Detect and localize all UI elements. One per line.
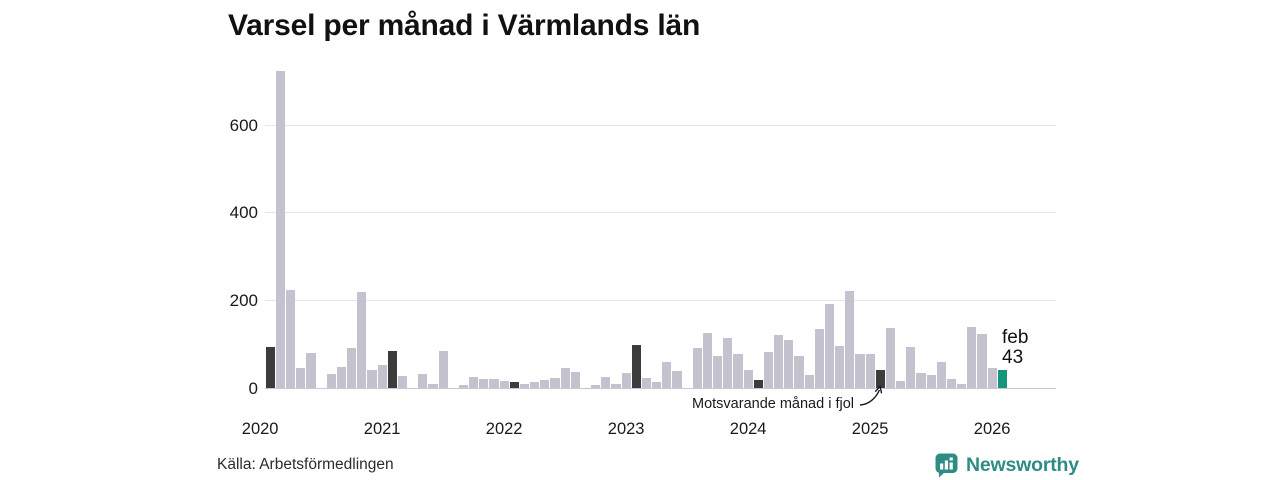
newsworthy-logo[interactable]: Newsworthy	[934, 452, 1079, 478]
bar-nov-2020	[357, 291, 367, 389]
bar-feb-2025	[875, 369, 885, 389]
y-axis-tick-0: 0	[248, 379, 258, 398]
bar-dec-2025	[977, 334, 987, 389]
bar-dec-2023	[733, 354, 743, 389]
newsworthy-logo-text: Newsworthy	[966, 453, 1079, 476]
bar-okt-2024	[835, 345, 845, 389]
bar-dec-2020	[367, 370, 377, 389]
bar-jul-2021	[438, 350, 448, 389]
bar-feb-2024	[753, 379, 763, 389]
bar-jun-2025	[916, 372, 926, 389]
bar-sep-2024	[824, 304, 835, 389]
bar-maj-2025	[906, 347, 916, 389]
bar-maj-2024	[784, 340, 794, 389]
bar-maj-2020	[296, 368, 306, 389]
bar-mar-2023	[641, 377, 652, 389]
bar-okt-2021	[469, 377, 479, 389]
y-axis-tick-600: 600	[229, 115, 258, 135]
y-axis-tick-200: 200	[229, 291, 258, 311]
bar-aug-2024	[814, 329, 824, 389]
bar-mar-2022	[519, 384, 530, 389]
bar-nov-2021	[479, 378, 489, 389]
gridline-400	[265, 212, 1056, 214]
bar-jan-2026	[987, 367, 997, 389]
bar-feb-2022	[509, 381, 519, 389]
x-axis-tick-2021: 2021	[363, 420, 401, 438]
bar-jun-2021	[428, 383, 438, 389]
bar-jul-2024	[804, 375, 814, 389]
current-month-label: feb 43	[1002, 328, 1028, 367]
bar-jun-2024	[794, 356, 804, 389]
bar-sep-2022	[580, 387, 591, 389]
bar-dec-2024	[855, 354, 865, 389]
x-axis-tick-2024: 2024	[729, 420, 767, 438]
bar-sep-2020	[336, 366, 347, 389]
x-axis-tick-2020: 2020	[241, 420, 279, 438]
annotation-arrow-icon	[859, 384, 883, 406]
bar-jan-2023	[621, 372, 631, 389]
gridline-0	[265, 388, 1056, 389]
bar-apr-2020	[286, 289, 296, 389]
bar-nov-2023	[723, 337, 733, 389]
bar-apr-2025	[896, 381, 906, 389]
bar-feb-2020	[265, 346, 275, 389]
bar-jun-2022	[550, 378, 560, 389]
gridline-600	[265, 124, 1056, 126]
x-axis-tick-2025: 2025	[851, 420, 889, 438]
newsworthy-logo-icon	[935, 453, 958, 478]
bar-jul-2025	[926, 375, 936, 389]
bar-sep-2025	[946, 379, 957, 389]
bar-aug-2022	[570, 371, 580, 389]
bar-feb-2023	[631, 345, 641, 389]
x-axis-tick-2022: 2022	[485, 420, 523, 438]
bar-dec-2021	[489, 378, 499, 389]
bar-jun-2020	[306, 352, 316, 389]
annotation-label: Motsvarande månad i fjol	[692, 396, 854, 412]
bar-jun-2023	[672, 370, 682, 389]
bar-apr-2024	[774, 335, 784, 389]
bar-jan-2024	[743, 369, 753, 389]
bar-okt-2020	[347, 347, 357, 389]
bar-aug-2025	[936, 361, 946, 389]
chart-title: Varsel per månad i Värmlands län	[228, 9, 701, 42]
bar-sep-2021	[458, 384, 469, 389]
bar-mar-2020	[275, 71, 286, 389]
current-month-name: feb	[1002, 327, 1029, 348]
y-axis-tick-400: 400	[229, 203, 258, 223]
bar-maj-2023	[662, 361, 672, 389]
bar-jan-2021	[377, 365, 387, 389]
bar-jan-2025	[865, 354, 875, 389]
gridline-200	[265, 300, 1056, 302]
bar-dec-2022	[611, 383, 621, 389]
bar-sep-2023	[702, 332, 713, 389]
bar-nov-2022	[601, 377, 611, 389]
bar-apr-2022	[530, 382, 540, 389]
source-label: Källa: Arbetsförmedlingen	[217, 456, 394, 473]
bar-jul-2022	[560, 367, 570, 389]
bar-nov-2025	[967, 327, 977, 389]
bar-aug-2020	[326, 374, 336, 389]
bar-maj-2021	[418, 373, 428, 389]
current-month-value: 43	[1002, 346, 1024, 368]
bar-mar-2024	[763, 352, 774, 389]
bar-feb-2021	[387, 350, 397, 389]
bar-aug-2023	[692, 347, 702, 389]
x-axis-tick-2023: 2023	[607, 420, 645, 438]
bar-okt-2023	[713, 356, 723, 389]
bar-mar-2021	[397, 375, 408, 389]
bar-feb-2026	[997, 369, 1007, 389]
bar-mar-2025	[885, 328, 896, 389]
bar-jan-2022	[499, 381, 509, 389]
bar-nov-2024	[845, 291, 855, 389]
bar-okt-2022	[591, 384, 601, 389]
bar-okt-2025	[957, 383, 967, 389]
x-axis-tick-2026: 2026	[973, 420, 1011, 438]
bar-maj-2022	[540, 380, 550, 389]
bar-apr-2023	[652, 381, 662, 389]
